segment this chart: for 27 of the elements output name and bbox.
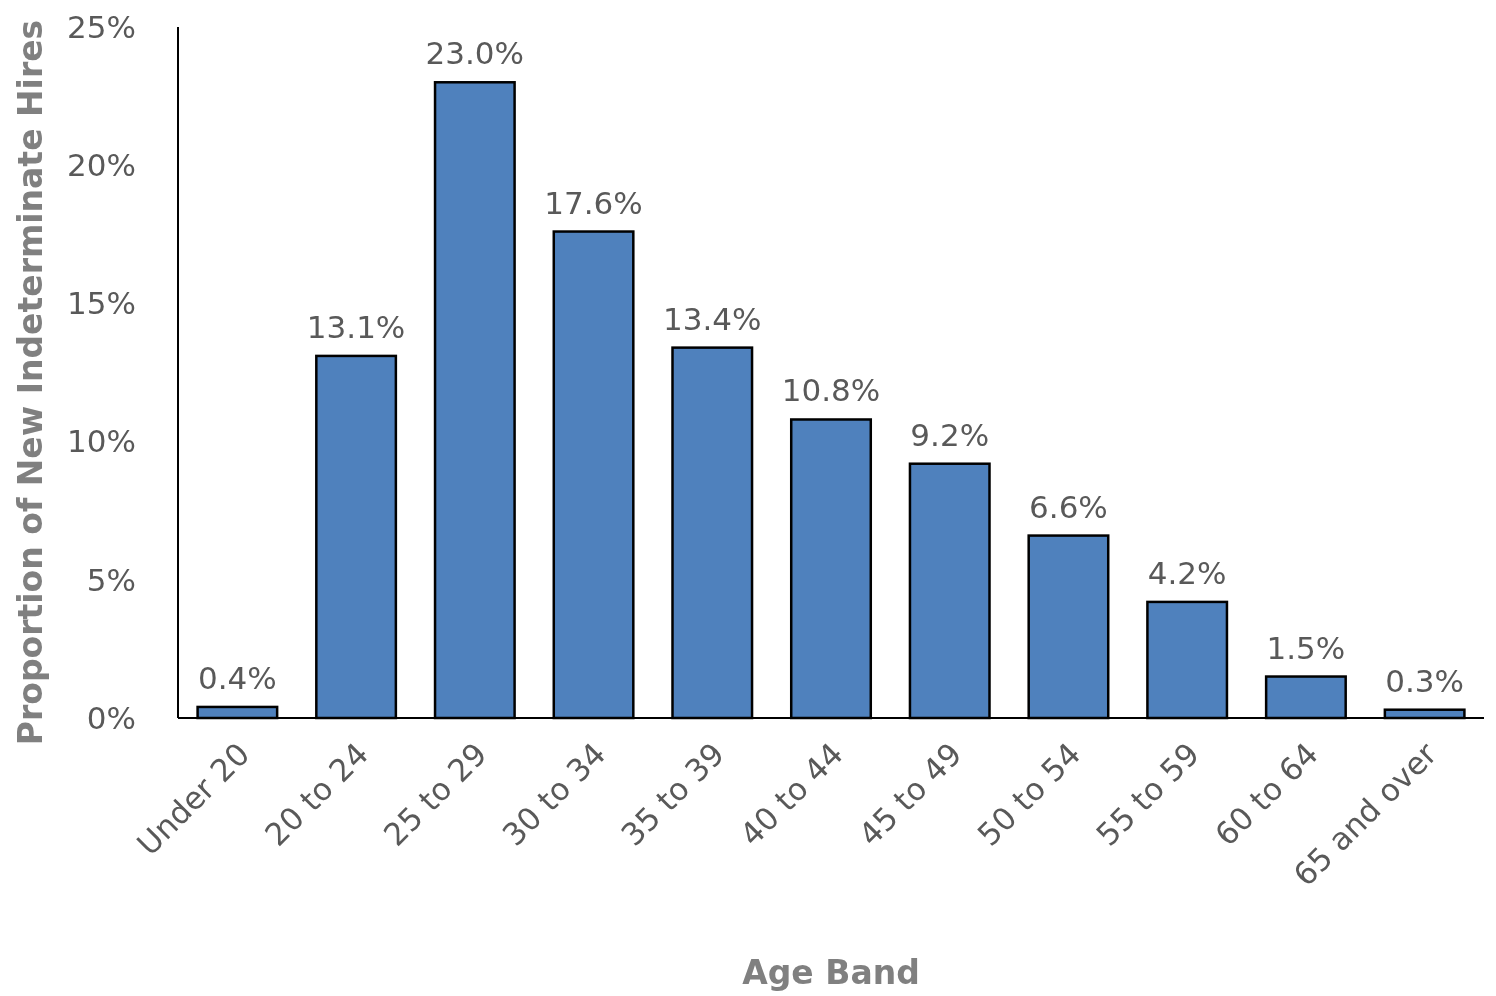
data-label: 10.8% <box>781 372 881 409</box>
y-tick-label: 15% <box>67 285 136 322</box>
data-label: 9.2% <box>910 416 990 453</box>
data-label: 13.1% <box>306 308 406 345</box>
y-tick-label: 20% <box>67 147 136 184</box>
x-tick-label: 45 to 49 <box>851 735 969 853</box>
x-tick-label: 55 to 59 <box>1088 735 1207 853</box>
x-tick-label: 30 to 34 <box>495 735 613 853</box>
data-label: 13.4% <box>663 300 762 337</box>
x-tick-label: 25 to 29 <box>376 735 494 853</box>
x-tick-label: 20 to 24 <box>257 735 376 853</box>
y-tick-label: 0% <box>86 699 136 736</box>
y-tick-label: 25% <box>67 8 136 45</box>
y-tick-label: 10% <box>67 423 136 460</box>
x-tick-label: 50 to 54 <box>970 735 1088 853</box>
data-label: 1.5% <box>1266 629 1346 666</box>
data-label: 0.4% <box>197 659 277 696</box>
data-label: 4.2% <box>1147 554 1227 591</box>
x-tick-label: 40 to 44 <box>732 735 850 853</box>
data-label: 17.6% <box>544 184 643 221</box>
x-axis-title: Age Band <box>742 953 920 992</box>
y-axis-title: Proportion of New Indeterminate Hires <box>11 19 50 746</box>
x-tick-label: 35 to 39 <box>614 735 732 853</box>
data-label: 0.3% <box>1385 662 1465 699</box>
data-label: 23.0% <box>425 35 525 72</box>
y-tick-label: 5% <box>86 561 136 598</box>
data-label: 6.6% <box>1029 488 1108 525</box>
